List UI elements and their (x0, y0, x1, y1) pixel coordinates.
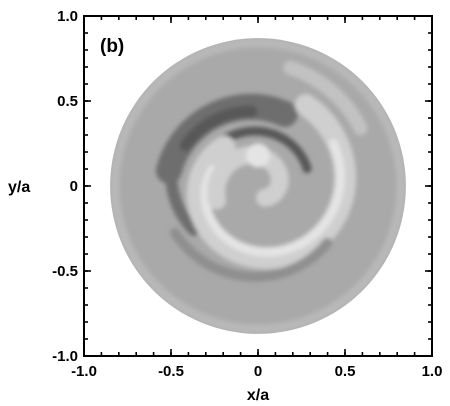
mid-arm-lower (170, 227, 333, 282)
y-tick-label: 0.5 (57, 93, 78, 110)
dark-arm-left (165, 172, 200, 236)
x-tick-label: 1.0 (422, 363, 443, 380)
x-tick-label: -0.5 (158, 363, 184, 380)
disc-background (110, 38, 406, 334)
outer-ring-band (110, 38, 406, 334)
light-arm-core (200, 139, 346, 257)
x-tick-label: 0 (254, 363, 262, 380)
x-axis-title: x/a (247, 387, 269, 404)
y-tick-label: -1.0 (52, 348, 78, 365)
dark-arm-core (179, 105, 258, 152)
y-tick-label: 1.0 (57, 8, 78, 25)
x-tick-label: -1.0 (71, 363, 97, 380)
x-tick-label: 0.5 (335, 363, 356, 380)
contour-field (110, 38, 406, 334)
y-tick-label: -0.5 (52, 263, 78, 280)
panel-label: (b) (100, 36, 124, 57)
y-axis: -1.0 -0.5 0 0.5 1.0 (52, 8, 432, 365)
light-center-blob (246, 143, 270, 168)
y-axis-title: y/a (8, 179, 30, 196)
y-tick-label: 0 (70, 178, 78, 195)
light-arm-upper (283, 60, 368, 136)
